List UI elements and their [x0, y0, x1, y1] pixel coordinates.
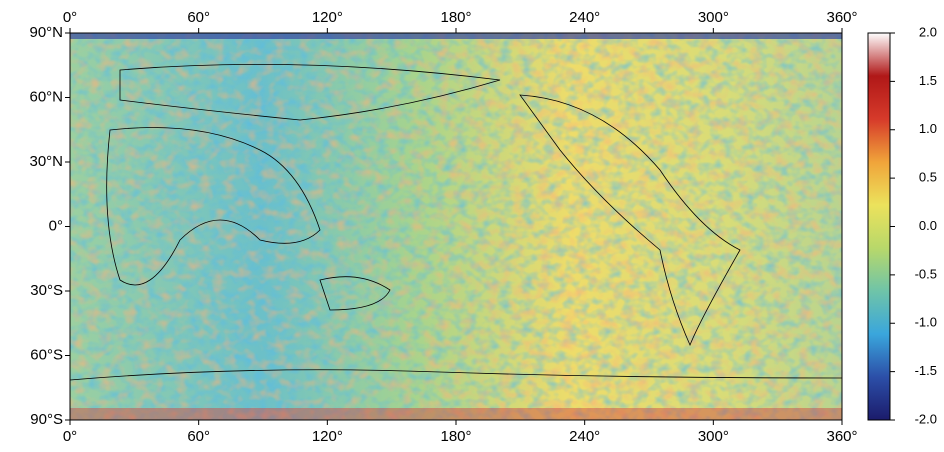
- colorbar-tick-label: -0.5: [915, 266, 937, 281]
- x-tick-label-bottom: 120°: [312, 428, 343, 445]
- y-tick-label: 30°N: [29, 153, 63, 170]
- colorbar-tick-label: 1.5: [919, 73, 937, 88]
- polar-band: [70, 33, 842, 39]
- x-tick-label-top: 240°: [569, 9, 600, 26]
- y-tick-label: 30°S: [30, 282, 63, 299]
- x-tick-label-top: 180°: [440, 9, 471, 26]
- x-tick-label-bottom: 360°: [826, 428, 857, 445]
- colorbar: [868, 33, 890, 420]
- x-tick-label-top: 0°: [63, 9, 77, 26]
- colorbar-tick-label: -1.5: [915, 363, 937, 378]
- x-tick-label-bottom: 180°: [440, 428, 471, 445]
- x-tick-label-bottom: 240°: [569, 428, 600, 445]
- x-tick-label-top: 300°: [698, 9, 729, 26]
- colorbar-tick-label: -2.0: [915, 411, 937, 426]
- x-tick-label-top: 60°: [187, 9, 210, 26]
- y-tick-label: 0°: [49, 217, 63, 234]
- map-figure: 0° 0° 60° 60° 120° 120° 180° 180° 240° 240° 300° 30…: [0, 0, 944, 447]
- field-texture: [70, 33, 842, 420]
- colorbar-tick-label: 2.0: [919, 24, 937, 39]
- colorbar-tick-label: -1.0: [915, 315, 937, 330]
- y-tick-label: 90°S: [30, 411, 63, 428]
- colorbar-tick-label: 0.5: [919, 170, 937, 185]
- polar-band: [70, 408, 842, 420]
- x-tick-label-top: 360°: [826, 9, 857, 26]
- x-tick-label-top: 120°: [312, 9, 343, 26]
- x-tick-label-bottom: 300°: [698, 428, 729, 445]
- x-tick-label-bottom: 60°: [187, 428, 210, 445]
- y-tick-label: 90°N: [29, 24, 63, 41]
- colorbar-tick-label: 1.0: [919, 121, 937, 136]
- y-tick-label: 60°S: [30, 346, 63, 363]
- y-tick-label: 60°N: [29, 88, 63, 105]
- map-field: [70, 33, 842, 420]
- x-tick-label-bottom: 0°: [63, 428, 77, 445]
- colorbar-tick-label: 0.0: [919, 218, 937, 233]
